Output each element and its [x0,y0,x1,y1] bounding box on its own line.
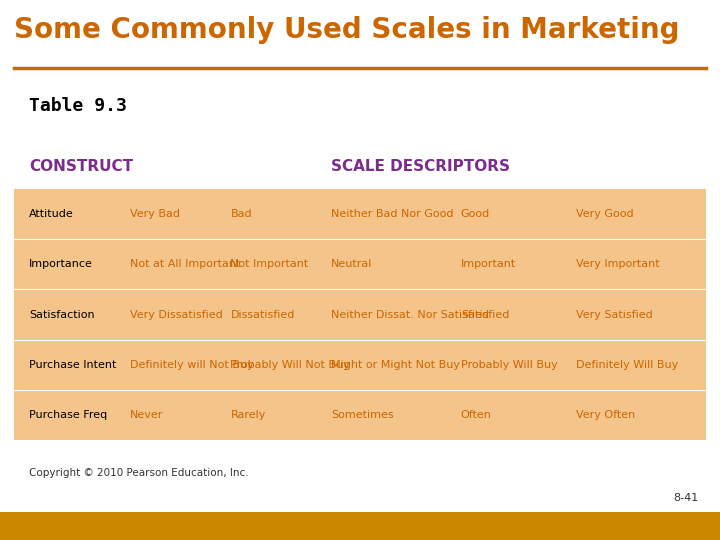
Text: Satisfaction: Satisfaction [29,309,94,320]
Text: Very Satisfied: Very Satisfied [576,309,653,320]
Text: Not at All Important: Not at All Important [130,259,240,269]
Text: Good: Good [461,209,490,219]
Text: Important: Important [461,259,516,269]
FancyBboxPatch shape [14,189,706,440]
Text: Often: Often [461,410,492,420]
Text: Probably Will Buy: Probably Will Buy [461,360,557,370]
Text: Very Bad: Very Bad [130,209,179,219]
Text: Definitely Will Buy: Definitely Will Buy [576,360,678,370]
Text: Definitely will Not Buy: Definitely will Not Buy [130,360,253,370]
Text: Purchase Intent: Purchase Intent [29,360,116,370]
Text: Neither Bad Nor Good: Neither Bad Nor Good [331,209,454,219]
Text: 8-41: 8-41 [673,493,698,503]
Text: Satisfied: Satisfied [461,309,509,320]
Text: Neutral: Neutral [331,259,372,269]
Text: Purchase Freq: Purchase Freq [29,410,107,420]
Text: Very Dissatisfied: Very Dissatisfied [130,309,222,320]
Text: Very Good: Very Good [576,209,634,219]
Text: Never: Never [130,410,163,420]
Text: CONSTRUCT: CONSTRUCT [29,159,133,174]
Text: Not Important: Not Important [230,259,309,269]
Text: Sometimes: Sometimes [331,410,394,420]
Text: Very Important: Very Important [576,259,660,269]
Text: Very Often: Very Often [576,410,635,420]
Text: Rarely: Rarely [230,410,266,420]
FancyBboxPatch shape [0,512,720,540]
Text: Dissatisfied: Dissatisfied [230,309,294,320]
Text: Table 9.3: Table 9.3 [29,97,127,115]
Text: Neither Dissat. Nor Satisfied: Neither Dissat. Nor Satisfied [331,309,489,320]
Text: Some Commonly Used Scales in Marketing: Some Commonly Used Scales in Marketing [14,16,680,44]
Text: Might or Might Not Buy: Might or Might Not Buy [331,360,460,370]
Text: Copyright © 2010 Pearson Education, Inc.: Copyright © 2010 Pearson Education, Inc. [29,468,248,478]
Text: SCALE DESCRIPTORS: SCALE DESCRIPTORS [331,159,510,174]
Text: Bad: Bad [230,209,252,219]
Text: Attitude: Attitude [29,209,73,219]
Text: Importance: Importance [29,259,93,269]
Text: Probably Will Not Buy: Probably Will Not Buy [230,360,350,370]
